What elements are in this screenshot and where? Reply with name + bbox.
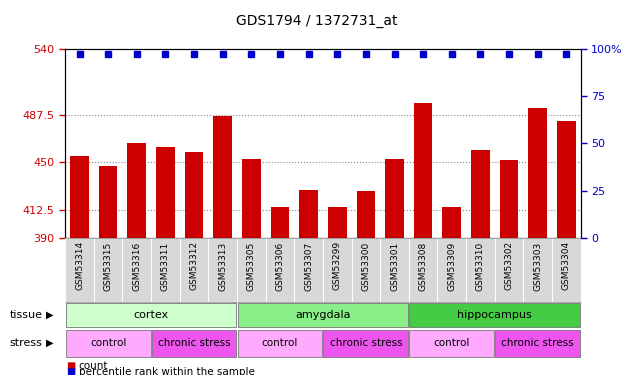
Text: GSM53307: GSM53307: [304, 242, 313, 291]
Text: GSM53301: GSM53301: [390, 242, 399, 291]
Text: GSM53306: GSM53306: [276, 242, 284, 291]
Text: chronic stress: chronic stress: [158, 338, 230, 348]
Text: GSM53313: GSM53313: [218, 242, 227, 291]
Text: GSM53303: GSM53303: [533, 242, 542, 291]
Bar: [185, 152, 203, 375]
Text: chronic stress: chronic stress: [330, 338, 402, 348]
Bar: [238, 330, 322, 357]
Bar: [496, 330, 580, 357]
Bar: [127, 143, 146, 375]
Bar: [70, 156, 89, 375]
Bar: [356, 191, 375, 375]
Bar: [152, 330, 237, 357]
Bar: [443, 207, 461, 375]
Text: GSM53316: GSM53316: [132, 242, 142, 291]
Bar: [156, 147, 175, 375]
Bar: [328, 207, 347, 375]
Bar: [238, 303, 408, 327]
Text: GSM53309: GSM53309: [447, 242, 456, 291]
Text: control: control: [90, 338, 126, 348]
Text: ■: ■: [66, 361, 76, 370]
Bar: [385, 159, 404, 375]
Bar: [414, 103, 432, 375]
Bar: [66, 330, 150, 357]
Bar: [409, 303, 580, 327]
Text: control: control: [433, 338, 470, 348]
Bar: [271, 207, 289, 375]
Text: count: count: [79, 361, 109, 370]
Text: control: control: [262, 338, 298, 348]
Text: GSM53302: GSM53302: [504, 242, 514, 290]
Text: GSM53304: GSM53304: [562, 242, 571, 290]
Text: ■: ■: [66, 368, 76, 375]
Text: GSM53314: GSM53314: [75, 242, 84, 290]
Text: GSM53310: GSM53310: [476, 242, 485, 291]
Text: percentile rank within the sample: percentile rank within the sample: [79, 368, 255, 375]
Bar: [409, 330, 494, 357]
Text: ▶: ▶: [46, 338, 53, 348]
Bar: [557, 121, 576, 375]
Bar: [324, 330, 408, 357]
Text: GDS1794 / 1372731_at: GDS1794 / 1372731_at: [236, 13, 397, 28]
Text: GSM53315: GSM53315: [104, 242, 112, 291]
Text: GSM53308: GSM53308: [419, 242, 428, 291]
Text: amygdala: amygdala: [295, 310, 351, 320]
Text: GSM53300: GSM53300: [361, 242, 370, 291]
Text: GSM53311: GSM53311: [161, 242, 170, 291]
Bar: [299, 190, 318, 375]
Bar: [471, 150, 490, 375]
Bar: [528, 108, 547, 375]
Text: cortex: cortex: [134, 310, 169, 320]
Text: chronic stress: chronic stress: [501, 338, 574, 348]
Bar: [99, 166, 117, 375]
Text: hippocampus: hippocampus: [457, 310, 532, 320]
Text: GSM53305: GSM53305: [247, 242, 256, 291]
Bar: [66, 303, 237, 327]
Bar: [500, 160, 519, 375]
Text: ▶: ▶: [46, 310, 53, 320]
Text: stress: stress: [9, 338, 42, 348]
Bar: [214, 116, 232, 375]
Text: GSM53312: GSM53312: [189, 242, 199, 290]
Text: GSM53299: GSM53299: [333, 242, 342, 290]
Bar: [242, 159, 261, 375]
Text: tissue: tissue: [9, 310, 42, 320]
